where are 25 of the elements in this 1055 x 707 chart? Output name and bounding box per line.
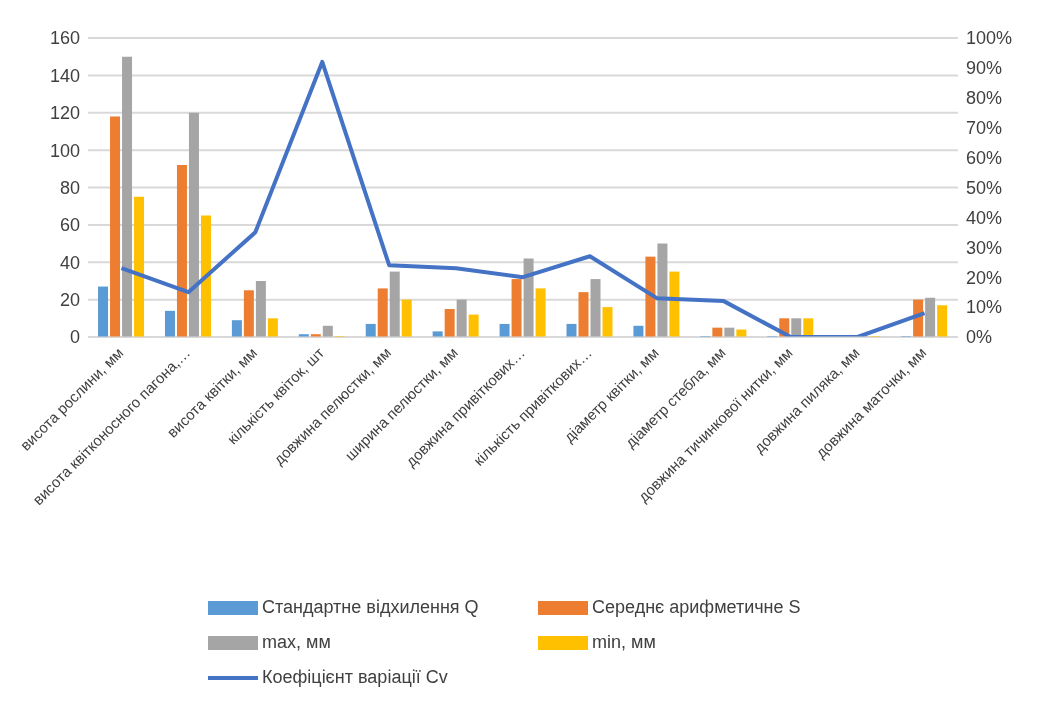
- y2-tick-label: 90%: [966, 58, 1003, 79]
- y2-tick-label: 0%: [966, 327, 993, 348]
- y-tick-label: 20: [59, 290, 80, 311]
- y2-tick-label: 30%: [966, 237, 1003, 258]
- y-tick-label: 40: [59, 252, 80, 273]
- y-tick-label: 0: [69, 327, 80, 348]
- y2-tick-label: 100%: [966, 28, 1013, 49]
- y2-tick-label: 70%: [966, 118, 1003, 139]
- y2-tick-label: 50%: [966, 177, 1003, 198]
- y2-tick-label: 40%: [966, 207, 1003, 228]
- y-tick-label: 120: [49, 103, 80, 124]
- y-tick-label: 100: [49, 140, 80, 161]
- legend-label: min, мм: [592, 632, 656, 653]
- legend-label: Коефіцієнт варіації Cv: [262, 667, 448, 688]
- y2-tick-label: 80%: [966, 88, 1003, 109]
- y2-tick-label: 10%: [966, 297, 1003, 318]
- y-tick-label: 60: [59, 215, 80, 236]
- legend-label: Стандартне відхилення Q: [262, 597, 479, 618]
- y-tick-label: 80: [59, 177, 80, 198]
- legend-label: Середнє арифметичне S: [592, 597, 801, 618]
- legend-label: max, мм: [262, 632, 331, 653]
- y2-tick-label: 60%: [966, 147, 1003, 168]
- y-tick-label: 140: [49, 65, 80, 86]
- y2-tick-label: 20%: [966, 267, 1003, 288]
- y-tick-label: 160: [49, 28, 80, 49]
